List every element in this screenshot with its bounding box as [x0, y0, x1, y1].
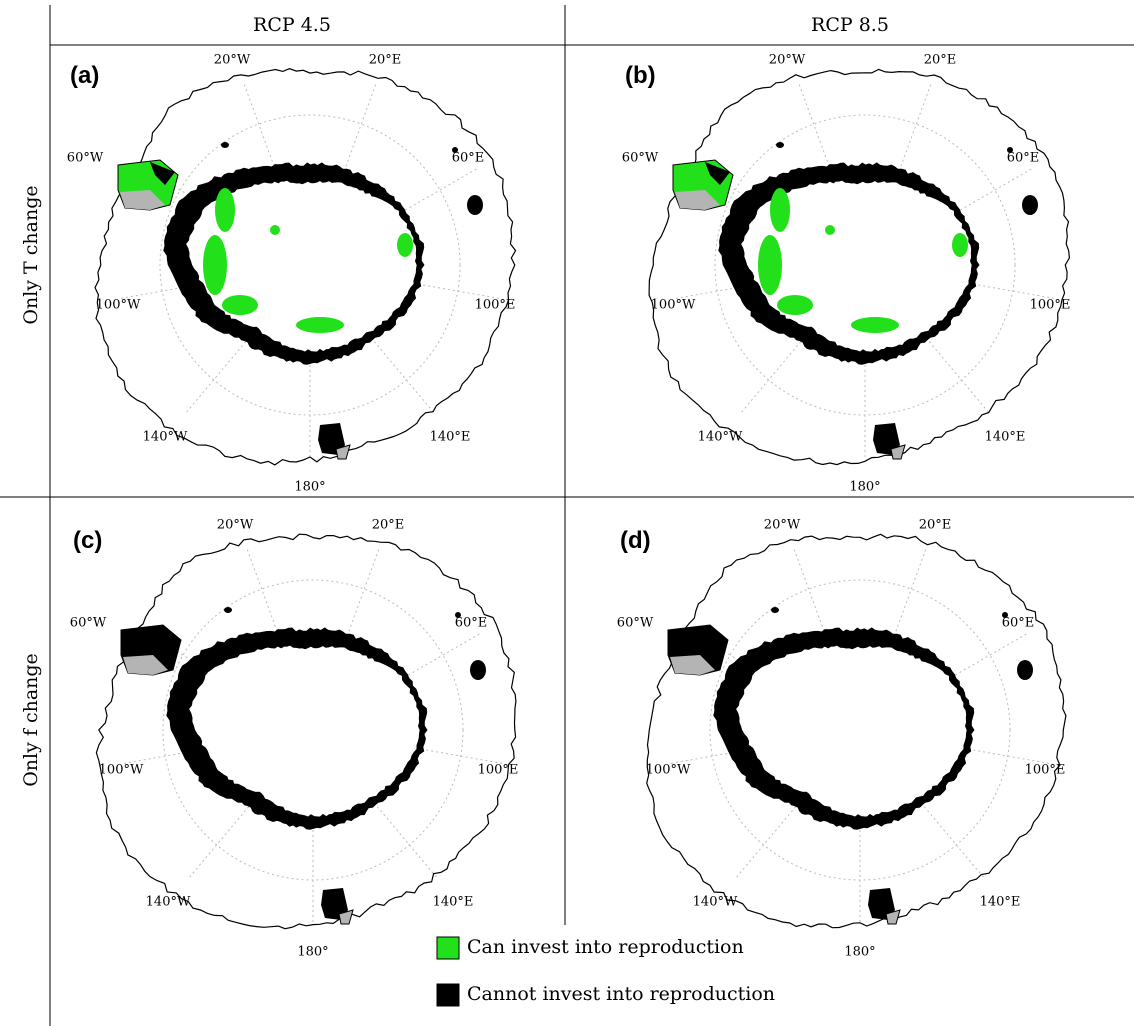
longitude-label: 20°W: [214, 53, 251, 68]
reproduction-area: [825, 225, 835, 235]
longitude-label: 20°E: [924, 53, 957, 68]
legend-label: Can invest into reproduction: [467, 936, 744, 958]
south-america: [121, 625, 181, 675]
map-panel: 20°W 20°E 60°E 100°E 140°E 180° 140°W 100°W 60°W…: [67, 53, 516, 495]
island: [467, 195, 483, 215]
island: [776, 142, 784, 148]
reproduction-area: [270, 225, 280, 235]
longitude-label: 100°W: [646, 763, 691, 778]
reproduction-area: [215, 188, 235, 232]
island: [1022, 195, 1038, 215]
longitude-label: 140°W: [698, 430, 743, 445]
longitude-label: 100°W: [99, 763, 144, 778]
reproduction-area: [952, 233, 968, 257]
column-header: RCP 4.5: [253, 14, 331, 36]
longitude-label: 60°W: [622, 151, 659, 166]
longitude-label: 180°: [294, 480, 325, 495]
reproduction-area: [758, 235, 782, 295]
longitude-label: 140°E: [433, 895, 474, 910]
longitude-label: 140°E: [980, 895, 1021, 910]
legend-swatch: [437, 984, 459, 1006]
island: [221, 142, 229, 148]
legend-label: Cannot invest into reproduction: [467, 983, 775, 1005]
island: [771, 607, 779, 613]
reproduction-area: [770, 188, 790, 232]
longitude-label: 20°E: [369, 53, 402, 68]
longitude-label: 60°W: [70, 616, 107, 631]
longitude-label: 100°W: [96, 298, 141, 313]
longitude-label: 140°E: [985, 430, 1026, 445]
island: [1017, 660, 1033, 680]
island: [224, 607, 232, 613]
longitude-label: 100°E: [1030, 298, 1071, 313]
longitude-label: 100°E: [478, 763, 519, 778]
column-header: RCP 8.5: [811, 14, 889, 36]
row-header: Only f change: [20, 653, 42, 787]
longitude-label: 180°: [849, 480, 880, 495]
panel-label: (a): [70, 62, 99, 89]
longitude-label: 20°W: [764, 518, 801, 533]
reproduction-area: [777, 295, 813, 315]
longitude-label: 60°E: [455, 616, 488, 631]
map-panel: 20°W 20°E 60°E 100°E 140°E 180° 140°W 100°W 60°W…: [70, 518, 519, 960]
figure: RCP 4.5 RCP 8.5 Only T change Only f cha…: [0, 0, 1134, 1026]
longitude-label: 180°: [297, 945, 328, 960]
longitude-label: 60°W: [617, 616, 654, 631]
reproduction-area: [222, 295, 258, 315]
longitude-label: 60°E: [1002, 616, 1035, 631]
longitude-label: 140°W: [143, 430, 188, 445]
longitude-label: 100°E: [475, 298, 516, 313]
longitude-label: 60°E: [1007, 151, 1040, 166]
map-panel: 20°W 20°E 60°E 100°E 140°E 180° 140°W 100°W 60°W…: [622, 53, 1071, 495]
longitude-label: 140°W: [693, 895, 738, 910]
longitude-label: 20°E: [372, 518, 405, 533]
map-panel: 20°W 20°E 60°E 100°E 140°E 180° 140°W 100°W 60°W…: [617, 518, 1066, 960]
longitude-label: 140°E: [430, 430, 471, 445]
reproduction-area: [203, 235, 227, 295]
island: [470, 660, 486, 680]
longitude-label: 100°E: [1025, 763, 1066, 778]
south-america: [673, 160, 733, 210]
longitude-label: 60°W: [67, 151, 104, 166]
longitude-label: 140°W: [146, 895, 191, 910]
south-america: [118, 160, 178, 210]
south-america: [668, 625, 728, 675]
panel-label: (c): [73, 527, 102, 554]
reproduction-area: [296, 317, 344, 333]
longitude-label: 60°E: [452, 151, 485, 166]
legend-swatch: [437, 937, 459, 959]
row-header: Only T change: [20, 185, 42, 324]
longitude-label: 20°W: [769, 53, 806, 68]
reproduction-area: [851, 317, 899, 333]
longitude-label: 20°E: [919, 518, 952, 533]
longitude-label: 180°: [844, 945, 875, 960]
longitude-label: 20°W: [217, 518, 254, 533]
reproduction-area: [397, 233, 413, 257]
panel-label: (b): [625, 62, 656, 89]
longitude-label: 100°W: [651, 298, 696, 313]
panel-label: (d): [620, 527, 651, 554]
